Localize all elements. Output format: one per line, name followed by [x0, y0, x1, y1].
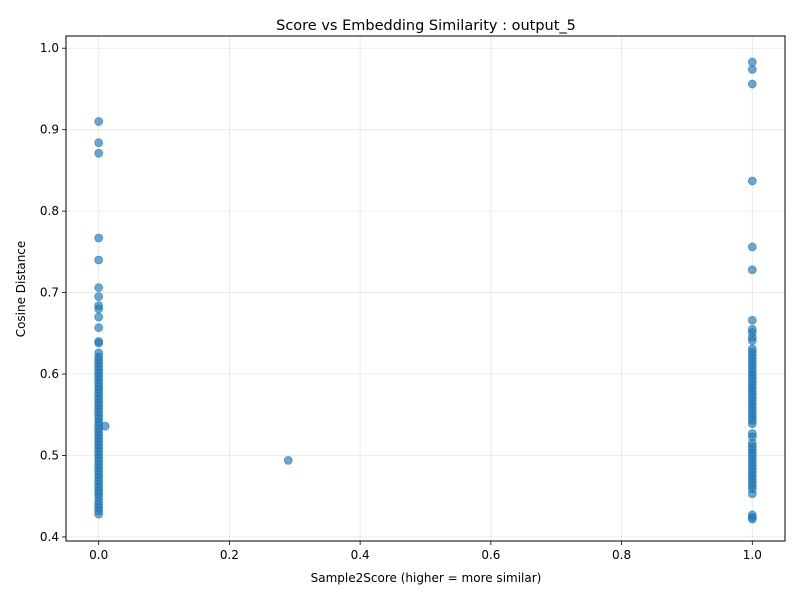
scatter-point	[94, 283, 104, 293]
scatter-point	[747, 315, 757, 325]
y-axis-ticks: 0.4 0.5 0.6 0.7 0.8 0.9 1.0	[40, 41, 66, 544]
scatter-point	[747, 419, 757, 429]
y-tick-label: 0.9	[40, 123, 59, 137]
y-tick-label: 0.5	[40, 448, 59, 462]
x-tick-label: 0.4	[351, 548, 370, 562]
data-points	[94, 57, 757, 524]
scatter-point	[94, 148, 104, 158]
scatter-point	[100, 421, 110, 431]
y-axis-label: Cosine Distance	[14, 241, 28, 338]
x-axis-ticks: 0.0 0.2 0.4 0.6 0.8 1.0	[89, 541, 762, 562]
x-tick-label: 0.8	[612, 548, 631, 562]
scatter-point	[94, 509, 104, 519]
scatter-point	[94, 304, 104, 314]
x-tick-label: 0.0	[89, 548, 108, 562]
scatter-point	[94, 233, 104, 243]
y-tick-label: 0.7	[40, 286, 59, 300]
x-tick-label: 1.0	[743, 548, 762, 562]
scatter-point	[94, 312, 104, 322]
scatter-point	[747, 489, 757, 499]
scatter-point	[94, 292, 104, 302]
scatter-point	[747, 64, 757, 74]
scatter-point	[747, 79, 757, 89]
y-tick-label: 0.4	[40, 530, 59, 544]
scatter-point	[94, 323, 104, 332]
x-tick-label: 0.6	[481, 548, 500, 562]
grid-lines	[66, 36, 785, 541]
chart-title: Score vs Embedding Similarity : output_5	[276, 18, 576, 34]
y-tick-label: 0.8	[40, 204, 59, 218]
scatter-point	[747, 514, 757, 524]
scatter-point	[747, 57, 757, 67]
scatter-point	[747, 242, 757, 252]
scatter-point	[747, 176, 757, 186]
x-tick-label: 0.2	[220, 548, 239, 562]
scatter-point	[94, 255, 104, 265]
y-tick-label: 1.0	[40, 41, 59, 55]
scatter-point	[94, 117, 104, 126]
scatter-point	[94, 338, 104, 348]
scatter-point	[747, 336, 757, 346]
x-axis-label: Sample2Score (higher = more similar)	[311, 571, 542, 585]
plot-frame	[65, 35, 786, 542]
scatter-point	[747, 265, 757, 275]
scatter-point	[94, 138, 104, 148]
scatter-point	[283, 455, 293, 465]
y-tick-label: 0.6	[40, 367, 59, 381]
